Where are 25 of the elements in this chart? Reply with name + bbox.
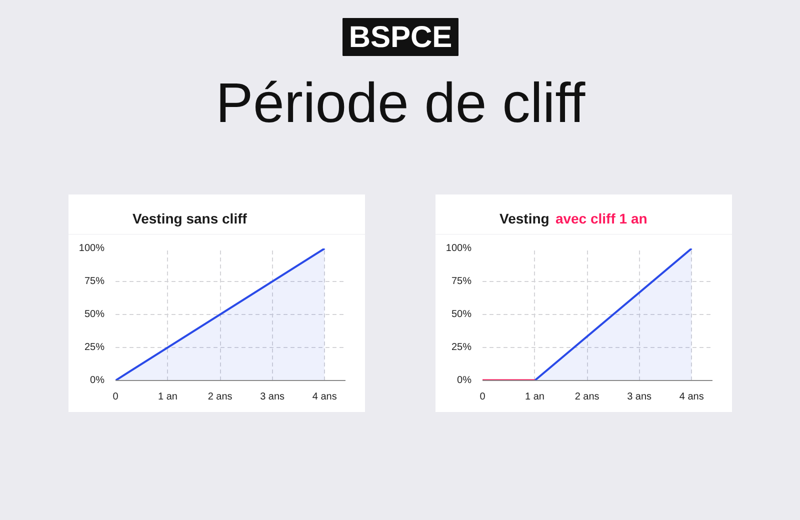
text: Période de cliff xyxy=(216,71,586,134)
x-tick-label: 3 ans xyxy=(627,392,652,402)
x-tick-label: 3 ans xyxy=(260,392,285,402)
x-tick-label: 2 ans xyxy=(208,392,232,402)
y-tick-label: 100% xyxy=(78,243,105,254)
x-tick-label: 0 xyxy=(112,392,119,402)
y-tick-label: 0% xyxy=(457,375,472,386)
y-tick-label: 75% xyxy=(451,276,472,287)
x-tick-label: 1 an xyxy=(525,392,545,402)
text: BSPCE xyxy=(348,21,452,54)
chart-title: Vesting xyxy=(500,210,550,226)
x-tick-label: 4 ans xyxy=(312,392,337,402)
y-tick-label: 0% xyxy=(90,375,105,386)
y-tick-label: 25% xyxy=(451,342,472,353)
chart-title: Vesting sans cliff xyxy=(132,210,248,226)
y-tick-label: 50% xyxy=(84,309,105,320)
chart-subtitle: avec cliff 1 an xyxy=(555,210,648,226)
x-tick-label: 1 an xyxy=(158,392,178,402)
y-tick-label: 100% xyxy=(446,243,472,254)
y-tick-label: 25% xyxy=(84,342,105,353)
x-tick-label: 2 ans xyxy=(574,392,600,402)
y-tick-label: 75% xyxy=(84,276,105,287)
y-tick-label: 50% xyxy=(451,309,472,320)
x-tick-label: 4 ans xyxy=(679,392,704,402)
x-tick-label: 0 xyxy=(480,392,486,402)
